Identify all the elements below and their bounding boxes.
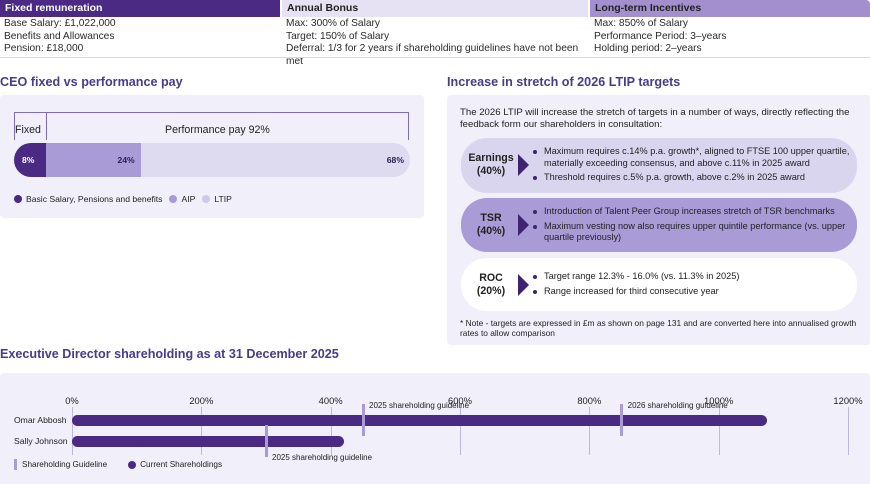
gridline xyxy=(201,407,203,455)
ltip-line-max: Max: 850% of Salary xyxy=(594,18,688,29)
current-shareholding-bar xyxy=(72,435,344,447)
arrow-right-icon xyxy=(518,214,529,236)
x-tick-label: 400% xyxy=(318,395,343,406)
remuneration-table: Fixed remuneration Base Salary: £1,022,0… xyxy=(0,0,870,67)
gridline xyxy=(848,407,849,455)
shareholding-guideline-marker xyxy=(620,404,624,436)
annual-bonus-column: Annual Bonus Max: 300% of Salary Target:… xyxy=(282,0,588,67)
x-tick-label: 800% xyxy=(577,395,602,406)
measure-roc-bullet: Target range 12.3% - 16.0% (vs. 11.3% in… xyxy=(533,271,851,283)
measure-tsr: TSR (40%) Introduction of Talent Peer Gr… xyxy=(461,198,857,252)
guideline-label: 2025 shareholding guideline xyxy=(369,401,470,410)
gridline xyxy=(718,407,720,455)
x-tick-label: 200% xyxy=(189,395,214,406)
bonus-line-max: Max: 300% of Salary xyxy=(286,18,380,29)
measure-earnings-weight: (40%) xyxy=(476,165,506,177)
guideline-legend-swatch xyxy=(14,459,17,470)
ceo-pay-title: CEO fixed vs performance pay xyxy=(0,75,183,89)
pay-mix-legend-item: LTIP xyxy=(202,194,232,204)
x-tick-label: 600% xyxy=(448,395,472,406)
legend-label-current: Current Shareholdings xyxy=(140,460,223,469)
fixed-line-benefits: Benefits and Allowances xyxy=(4,30,115,42)
measure-roc: ROC (20%) Target range 12.3% - 16.0% (vs… xyxy=(461,258,857,311)
legend-label: LTIP xyxy=(214,194,232,204)
x-tick-label: 1000% xyxy=(704,395,734,406)
legend-label: Basic Salary, Pensions and benefits xyxy=(26,194,163,204)
measure-roc-name: ROC xyxy=(479,272,503,284)
director-name: Omar Abbosh xyxy=(14,415,67,425)
x-tick-label: 0% xyxy=(65,395,79,406)
fixed-remuneration-header: Fixed remuneration xyxy=(0,0,280,17)
fixed-remuneration-column: Fixed remuneration Base Salary: £1,022,0… xyxy=(0,0,280,58)
bonus-line-deferral: Deferral: 1/3 for 2 years if shareholdin… xyxy=(286,43,579,67)
performance-bracket xyxy=(46,112,409,140)
ltip-line-holding-period: Holding period: 2–years xyxy=(594,43,702,55)
gridline xyxy=(330,407,332,455)
gridline xyxy=(460,407,461,455)
performance-pay-label: Performance pay 92% xyxy=(165,124,270,136)
measure-roc-bullet: Range increased for third consecutive ye… xyxy=(533,286,851,298)
pay-mix-legend-item: AIP xyxy=(169,194,195,204)
pay-mix-segment-aip: 24% xyxy=(45,143,141,177)
measure-earnings-bullet: Maximum requires c.14% p.a. growth*, ali… xyxy=(533,146,851,169)
gridline xyxy=(72,407,73,455)
director-name: Sally Johnson xyxy=(14,436,68,446)
measure-earnings-bullet: Threshold requires c.5% p.a. growth, abo… xyxy=(533,172,851,184)
shareholding-legend: Shareholding Guideline Current Sharehold… xyxy=(14,459,229,470)
fixed-label: Fixed xyxy=(15,124,41,136)
arrow-right-icon xyxy=(518,274,529,296)
measure-tsr-bullet: Maximum vesting now also requires upper … xyxy=(533,221,851,244)
measure-earnings-name: Earnings xyxy=(468,152,514,164)
legend-swatch xyxy=(202,195,211,203)
ltip-line-performance-period: Performance Period: 3–years xyxy=(594,30,727,42)
annual-bonus-header: Annual Bonus xyxy=(282,0,588,17)
bonus-line-target: Target: 150% of Salary xyxy=(286,30,390,42)
guideline-label: 2025 shareholding guideline xyxy=(272,453,373,462)
ltip-footnote: * Note - targets are expressed in £m as … xyxy=(460,318,857,339)
pay-mix-legend: Basic Salary, Pensions and benefits AIP LT… xyxy=(14,194,239,204)
measure-earnings: Earnings (40%) Maximum requires c.14% p.… xyxy=(461,138,857,193)
shareholding-guideline-marker xyxy=(361,404,365,436)
legend-swatch xyxy=(14,195,22,203)
pay-mix-bar: 8% 24% 68% xyxy=(14,143,410,177)
measure-tsr-name: TSR xyxy=(480,212,502,224)
shareholding-guideline-marker xyxy=(264,425,268,457)
ltip-targets-title: Increase in stretch of 2026 LTIP targets xyxy=(447,75,681,89)
measure-roc-weight: (20%) xyxy=(476,285,506,297)
shareholding-chart xyxy=(0,373,870,484)
ltip-intro-text: The 2026 LTIP will increase the stretch … xyxy=(460,107,850,131)
arrow-right-icon xyxy=(518,154,529,176)
fixed-bracket xyxy=(14,112,47,140)
measure-tsr-weight: (40%) xyxy=(476,225,506,237)
measure-tsr-bullet: Introduction of Talent Peer Group increa… xyxy=(533,206,851,218)
pay-mix-legend-item: Basic Salary, Pensions and benefits xyxy=(14,194,162,204)
current-shareholding-bar xyxy=(72,414,768,426)
fixed-line-pension: Pension: £18,000 xyxy=(4,43,84,55)
fixed-line-base-salary: Base Salary: £1,022,000 xyxy=(4,18,116,29)
table-divider xyxy=(0,57,870,58)
pay-mix-segment-basic: 8% xyxy=(14,143,46,177)
shareholding-legend-swatch xyxy=(128,460,137,469)
shareholding-chart-title: Executive Director shareholding as at 31… xyxy=(0,347,339,361)
x-tick-label: 1200% xyxy=(833,395,863,406)
pay-mix-segment-ltip: 68% xyxy=(140,143,410,177)
legend-swatch xyxy=(169,195,178,203)
gridline xyxy=(589,407,591,455)
legend-label-guideline: Shareholding Guideline xyxy=(22,460,108,469)
long-term-incentives-header: Long-term Incentives xyxy=(590,0,870,17)
legend-label: AIP xyxy=(181,194,196,204)
long-term-incentives-column: Long-term Incentives Max: 850% of Salary… xyxy=(590,0,870,58)
guideline-label: 2026 shareholding guideline xyxy=(627,401,728,410)
